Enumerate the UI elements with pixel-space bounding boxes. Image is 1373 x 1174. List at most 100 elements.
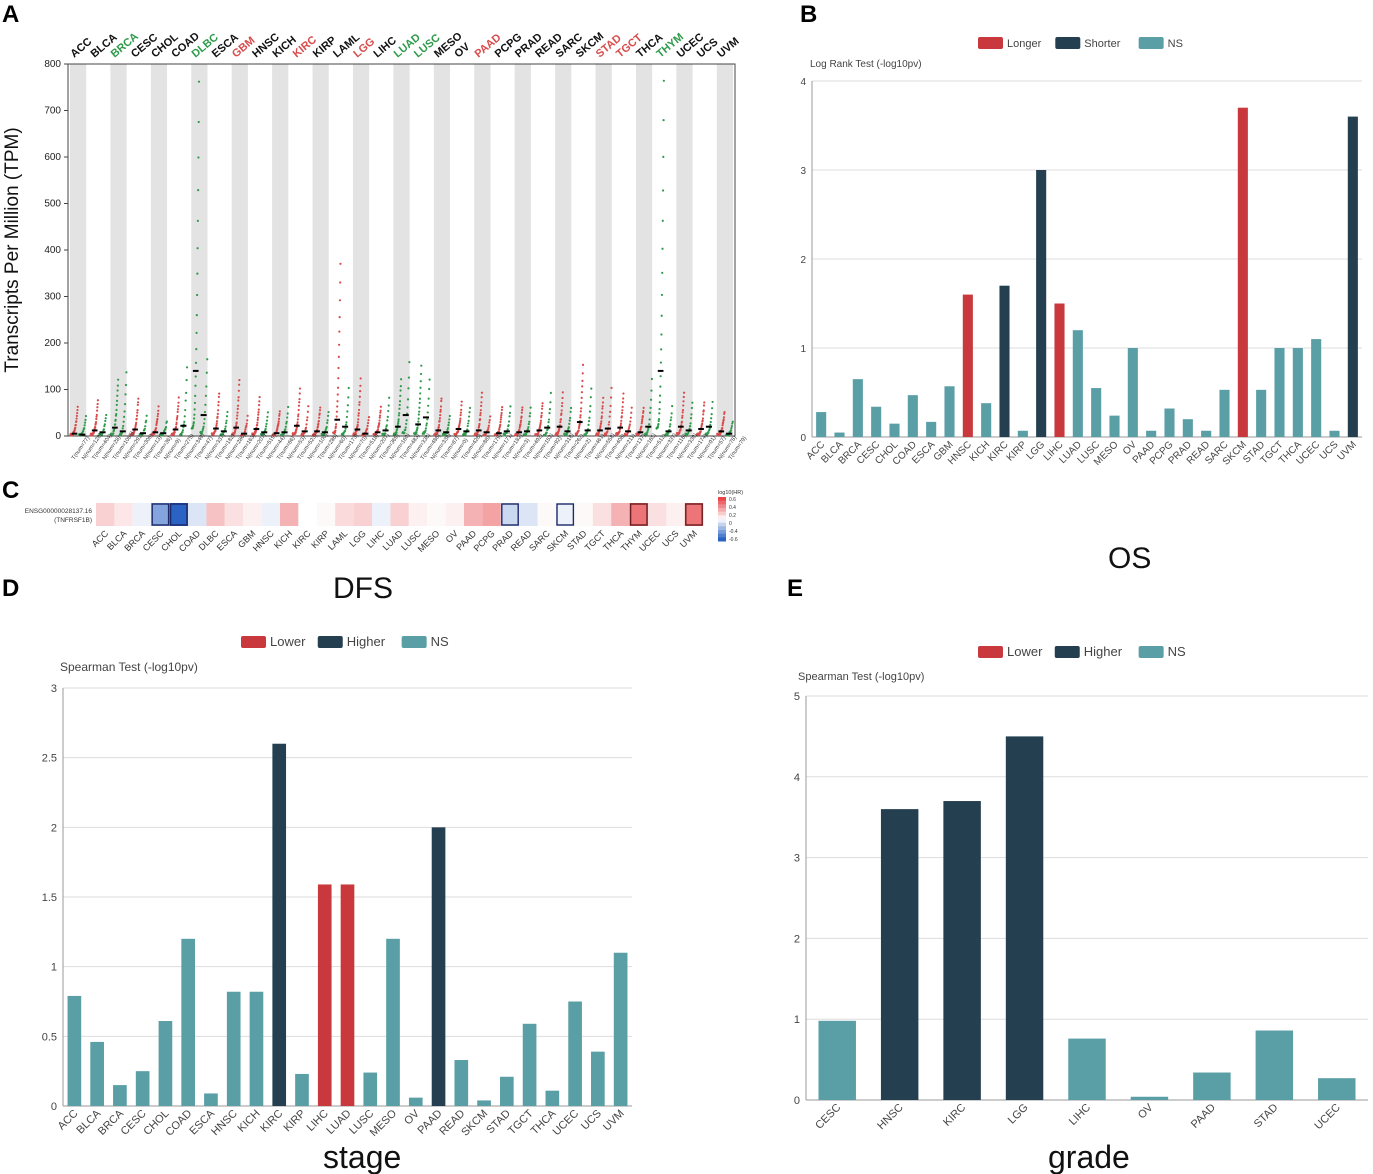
tumor-point-luad: [398, 403, 401, 407]
bar-uvm: [1347, 116, 1358, 437]
normal-point-lusc: [426, 411, 429, 414]
tumor-point-luad: [399, 394, 402, 397]
bar-esca: [926, 421, 937, 437]
tumor-point-blca: [96, 409, 99, 412]
tumor-point-dlbc: [196, 272, 199, 275]
normal-point-dlbc: [204, 403, 207, 406]
legend-label-longer: Longer: [1007, 38, 1042, 50]
normal-point-kirc: [306, 416, 309, 419]
tumor-point-coad: [175, 418, 178, 421]
tumor-point-acc: [75, 414, 78, 418]
tumor-point-brca: [116, 384, 119, 387]
tumor-point-tgct: [620, 419, 623, 422]
normal-point-lihc: [387, 404, 390, 407]
tumor-point-pcpg: [501, 406, 504, 409]
tumor-point-brca: [116, 389, 119, 392]
normal-point-prad: [527, 426, 530, 429]
tumor-point-kirc: [298, 392, 301, 395]
band-thca: [635, 64, 653, 436]
tumor-point-coad: [176, 410, 179, 413]
bar-luad: [340, 884, 355, 1106]
normal-point-brca: [125, 371, 128, 374]
tumor-point-skcm: [581, 372, 584, 375]
tumor-point-thym: [658, 412, 661, 415]
bar-tgct: [522, 1023, 537, 1106]
normal-point-uvm: [730, 426, 733, 430]
normal-point-gbm: [243, 430, 247, 433]
normal-point-pcpg: [503, 434, 507, 437]
tumor-point-laml: [336, 386, 340, 389]
bar-coad: [907, 395, 918, 437]
normal-point-cesc: [144, 425, 147, 428]
normal-point-ov: [466, 424, 469, 428]
heatmap-cell-dlbc: [206, 503, 225, 526]
tumor-point-thym: [656, 425, 660, 428]
normal-point-pcpg: [508, 411, 512, 414]
category-lihc: LIHC: [1067, 1102, 1093, 1128]
tumor-point-thym: [658, 401, 661, 404]
tumor-point-read: [539, 419, 543, 422]
heatmap-cell-paad: [464, 503, 483, 526]
chart-title: Spearman Test (-log10pv): [60, 660, 198, 674]
normal-point-tgct: [630, 411, 633, 414]
bar-cesc: [135, 1071, 150, 1106]
normal-point-brca: [123, 410, 126, 413]
normal-point-pcpg: [508, 415, 511, 418]
normal-point-paad: [487, 424, 490, 427]
tumor-point-thca: [640, 425, 643, 428]
caption-dfs: DFS: [333, 572, 393, 605]
band-brca: [110, 64, 127, 436]
tumor-point-skcm: [580, 407, 583, 410]
normal-point-ucec: [689, 417, 693, 420]
tumor-point-kich: [278, 414, 281, 417]
normal-point-hnsc: [264, 425, 268, 428]
normal-point-luad: [405, 422, 408, 425]
tumor-point-luad: [399, 389, 402, 392]
normal-point-stad: [609, 404, 612, 408]
tumor-point-lusc: [419, 386, 422, 389]
normal-point-prad: [524, 433, 528, 436]
tumor-point-thym: [660, 314, 663, 317]
tumor-point-acc: [74, 426, 77, 429]
normal-point-acc: [84, 418, 87, 421]
heatmap-cell-chol: [169, 503, 188, 526]
category-paad: PAAD: [1189, 1102, 1218, 1131]
bar-lgg: [1005, 736, 1044, 1100]
heatmap-legend-swatch: [718, 500, 726, 505]
tumor-point-lgg: [356, 423, 359, 427]
heatmap-cell-read: [519, 503, 538, 526]
normal-point-prad: [529, 406, 532, 409]
normal-point-laml: [344, 423, 348, 426]
tumor-point-ov: [459, 411, 463, 414]
y-tick-200: 200: [44, 338, 61, 349]
heatmap-category-hnsc: HNSC: [251, 528, 276, 553]
y-axis-label: Transcripts Per Million (TPM): [2, 127, 23, 372]
bar-kich: [249, 991, 264, 1106]
normal-point-laml: [346, 404, 349, 407]
tumor-point-ucs: [702, 404, 706, 407]
heatmap-cell-thym: [629, 503, 648, 526]
tumor-point-cesc: [136, 403, 139, 406]
tumor-point-laml: [334, 429, 337, 432]
tumor-point-thym: [662, 119, 665, 122]
tumor-point-dlbc: [194, 384, 197, 387]
normal-point-coad: [183, 415, 186, 418]
tumor-point-blca: [95, 417, 98, 421]
category-meso: MESO: [368, 1107, 400, 1139]
y-tick-4: 4: [794, 772, 800, 784]
category-uvm: UVM: [1335, 439, 1359, 463]
bar-hnsc: [226, 991, 241, 1106]
tumor-point-dlbc: [197, 80, 201, 83]
heatmap-cell-blca: [114, 503, 133, 526]
tumor-point-ov: [460, 404, 463, 407]
tumor-point-ucs: [699, 430, 702, 433]
heatmap-legend-swatch: [718, 515, 726, 520]
tumor-point-paad: [479, 414, 482, 417]
normal-point-kirp: [324, 428, 327, 431]
normal-point-ov: [468, 406, 472, 410]
tumor-point-brca: [114, 423, 117, 426]
tumor-point-gbm: [236, 414, 239, 417]
tumor-point-read: [540, 416, 543, 419]
normal-point-lihc: [386, 419, 389, 422]
normal-point-skcm: [586, 431, 589, 434]
